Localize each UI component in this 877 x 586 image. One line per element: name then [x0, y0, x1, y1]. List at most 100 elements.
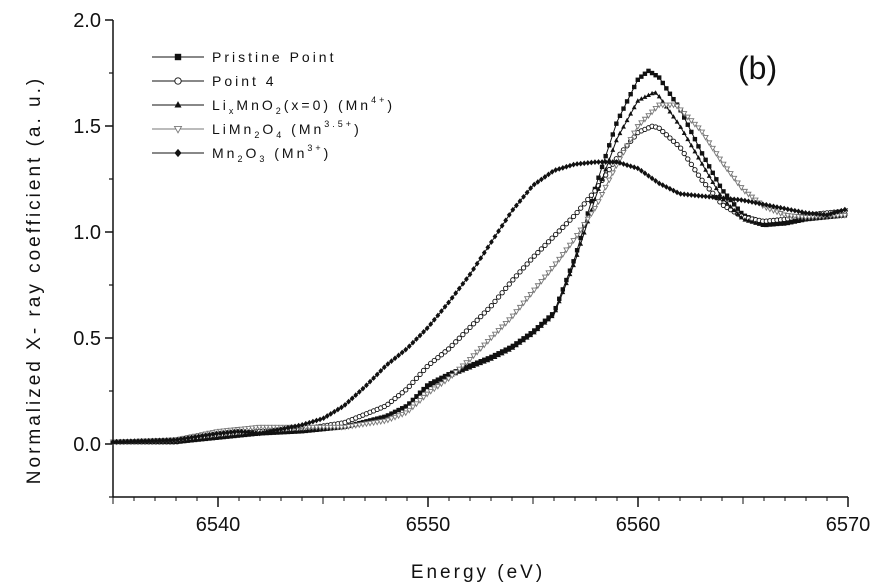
data-point [528, 185, 534, 192]
data-point [324, 424, 331, 431]
data-point [389, 358, 394, 365]
data-point [656, 102, 663, 109]
data-point [738, 197, 744, 203]
data-point [463, 360, 470, 367]
data-point [385, 361, 391, 367]
data-point [695, 172, 702, 178]
data-point [709, 145, 716, 152]
data-point [128, 438, 134, 445]
data-point [613, 137, 619, 143]
data-point [702, 181, 709, 188]
data-point [167, 437, 173, 443]
data-point [320, 424, 327, 431]
data-point [678, 191, 684, 197]
data-point [206, 431, 212, 438]
data-point [224, 429, 230, 436]
data-point [610, 159, 616, 165]
data-point [606, 159, 612, 165]
data-point [749, 219, 755, 224]
data-point [114, 438, 119, 445]
data-point [653, 90, 659, 95]
legend-label: Pristine Point [212, 49, 336, 65]
data-point [685, 122, 690, 127]
y-tick-label: 1.0 [73, 222, 101, 244]
data-point [403, 387, 409, 393]
data-point [414, 394, 419, 400]
data-point [241, 426, 249, 433]
data-point [474, 362, 480, 367]
data-point [631, 104, 637, 110]
data-point [535, 179, 541, 185]
data-point [452, 369, 459, 376]
data-point [196, 433, 202, 440]
data-point [578, 160, 584, 167]
data-point [685, 156, 691, 162]
data-point [310, 418, 316, 425]
data-point [742, 217, 748, 222]
data-point [506, 281, 512, 287]
panel-label: (b) [738, 50, 777, 86]
data-point [664, 86, 669, 91]
data-point [574, 252, 580, 257]
data-point [541, 274, 549, 281]
data-point [484, 338, 492, 345]
data-point [224, 434, 230, 439]
data-point [403, 346, 409, 353]
data-point [581, 201, 587, 207]
data-point [742, 197, 748, 204]
data-point [471, 363, 476, 368]
data-point [713, 151, 720, 158]
legend-marker [174, 53, 182, 61]
data-point [749, 199, 755, 205]
data-point [638, 167, 644, 174]
data-point [685, 191, 691, 198]
data-point [214, 435, 219, 440]
data-point [381, 414, 387, 419]
data-point [663, 184, 669, 190]
data-point [278, 426, 284, 433]
data-point [578, 235, 583, 241]
data-point [520, 300, 527, 307]
data-point [581, 230, 587, 235]
data-point [595, 199, 602, 206]
data-point [706, 173, 712, 178]
data-point [706, 164, 712, 169]
data-point [174, 436, 180, 443]
data-point [424, 384, 430, 390]
data-point [642, 71, 648, 76]
data-point [688, 118, 695, 125]
data-point [681, 191, 687, 198]
data-point [706, 193, 712, 200]
data-point [781, 220, 787, 226]
data-point [564, 277, 569, 283]
data-point [431, 386, 438, 393]
data-point [402, 410, 409, 417]
data-point [385, 412, 391, 418]
data-point [638, 96, 644, 101]
data-point [459, 363, 467, 370]
data-point [688, 192, 694, 198]
data-point [316, 424, 324, 431]
data-point [842, 206, 848, 213]
data-point [456, 285, 462, 292]
data-point [427, 388, 434, 395]
data-point [609, 170, 616, 177]
data-point [548, 265, 556, 272]
data-point [567, 268, 573, 273]
data-point [181, 435, 187, 442]
data-point [531, 287, 538, 294]
data-point [460, 280, 466, 287]
data-point [806, 210, 812, 217]
data-point [406, 343, 412, 350]
data-point [171, 436, 177, 443]
data-point [641, 116, 649, 123]
data-point [574, 209, 580, 216]
data-point [481, 249, 487, 256]
data-point [210, 431, 216, 438]
data-point [639, 74, 644, 79]
legend: Pristine Point Point 4 LixMnO2(x=0) (Mn4+)… [152, 49, 392, 164]
data-point [535, 249, 541, 256]
data-point [424, 363, 430, 370]
data-point [628, 111, 634, 116]
data-point [671, 96, 676, 102]
